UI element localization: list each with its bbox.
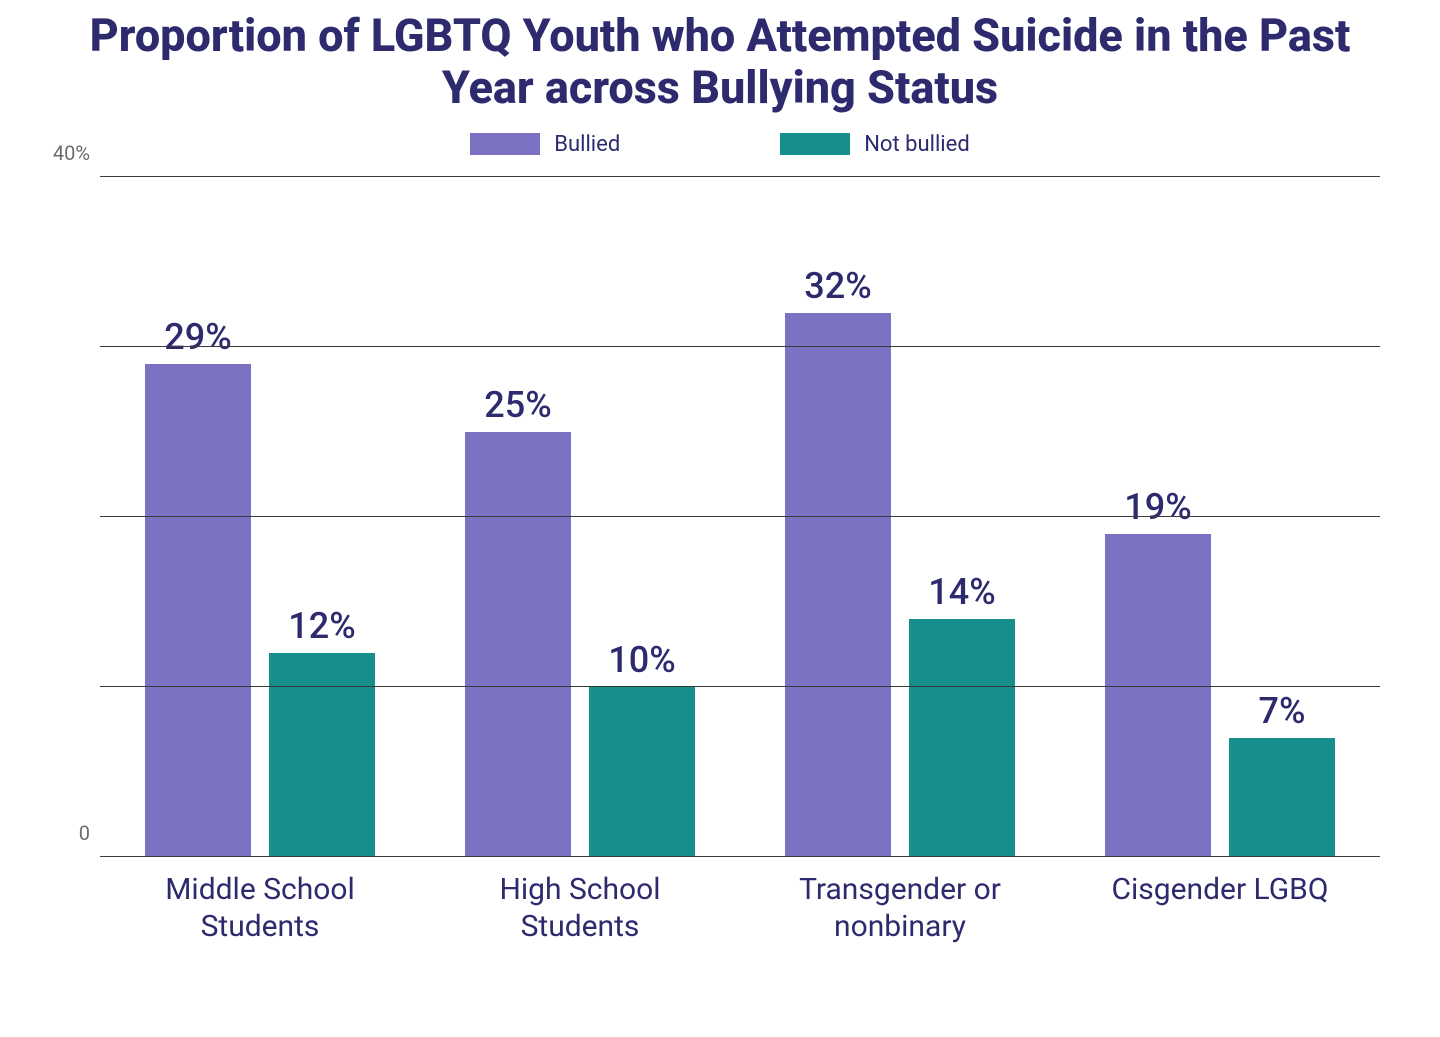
x-axis-labels: Middle SchoolStudentsHigh SchoolStudents…: [100, 871, 1380, 946]
bar-value-label: 29%: [164, 316, 231, 358]
bar-value-label: 12%: [288, 605, 355, 647]
legend-swatch-notbullied: [780, 133, 850, 155]
bar-group: 19%7%: [1060, 177, 1380, 857]
legend-item-bullied: Bullied: [470, 132, 620, 157]
bar-chart: Proportion of LGBTQ Youth who Attempted …: [40, 10, 1400, 946]
x-axis-label: Cisgender LGBQ: [1060, 871, 1380, 946]
bar-not_bullied: 14%: [909, 619, 1015, 857]
bar-bullied: 19%: [1105, 534, 1211, 857]
bar-bullied: 32%: [785, 313, 891, 857]
gridline: [100, 346, 1380, 347]
bar-bullied: 29%: [145, 364, 251, 857]
bar-value-label: 10%: [608, 639, 675, 681]
bar-value-label: 25%: [484, 384, 551, 426]
x-axis-label: Transgender ornonbinary: [740, 871, 1060, 946]
bar-not_bullied: 7%: [1229, 738, 1335, 857]
x-axis-label: Middle SchoolStudents: [100, 871, 420, 946]
legend: Bullied Not bullied: [40, 132, 1400, 157]
plot-inner: 29%12%25%10%32%14%19%7%: [100, 177, 1380, 857]
bar-bullied: 25%: [465, 432, 571, 857]
gridline: [100, 856, 1380, 857]
gridline: [100, 176, 1380, 177]
legend-item-notbullied: Not bullied: [780, 132, 970, 157]
legend-swatch-bullied: [470, 133, 540, 155]
legend-label-notbullied: Not bullied: [864, 132, 970, 157]
legend-label-bullied: Bullied: [554, 132, 620, 157]
bar-not_bullied: 10%: [589, 687, 695, 857]
gridline: [100, 516, 1380, 517]
bar-value-label: 32%: [804, 265, 871, 307]
chart-title: Proportion of LGBTQ Youth who Attempted …: [40, 10, 1400, 114]
y-tick-label: 40%: [53, 141, 90, 165]
bar-group: 29%12%: [100, 177, 420, 857]
bar-value-label: 7%: [1259, 690, 1306, 732]
bar-group: 32%14%: [740, 177, 1060, 857]
x-axis-label: High SchoolStudents: [420, 871, 740, 946]
bar-group: 25%10%: [420, 177, 740, 857]
bar-value-label: 19%: [1124, 486, 1191, 528]
plot-area: 29%12%25%10%32%14%19%7% 040%: [100, 177, 1380, 857]
gridline: [100, 686, 1380, 687]
y-tick-label: 0: [79, 821, 90, 845]
bar-not_bullied: 12%: [269, 653, 375, 857]
bar-value-label: 14%: [928, 571, 995, 613]
